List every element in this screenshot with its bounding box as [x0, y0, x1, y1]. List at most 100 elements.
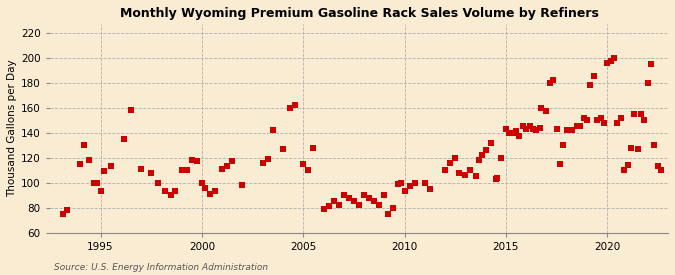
Point [61, 208, 72, 212]
Point [166, 193, 177, 197]
Point [227, 159, 238, 164]
Point [507, 130, 518, 135]
Point [646, 62, 657, 66]
Point [169, 189, 180, 194]
Point [524, 124, 535, 128]
Point [328, 199, 339, 204]
Point [555, 162, 566, 166]
Point [290, 103, 300, 107]
Point [75, 162, 86, 166]
Point [119, 137, 130, 141]
Point [527, 126, 538, 131]
Point [485, 140, 496, 145]
Point [531, 128, 542, 132]
Point [210, 189, 221, 194]
Point [643, 80, 653, 85]
Point [399, 189, 410, 194]
Point [566, 128, 577, 132]
Point [558, 143, 568, 147]
Point [298, 162, 308, 166]
Title: Monthly Wyoming Premium Gasoline Rack Sales Volume by Refiners: Monthly Wyoming Premium Gasoline Rack Sa… [119, 7, 599, 20]
Point [653, 164, 664, 169]
Point [88, 180, 99, 185]
Point [387, 205, 398, 210]
Point [504, 130, 515, 135]
Point [632, 147, 643, 151]
Point [439, 168, 450, 172]
Point [205, 192, 216, 196]
Point [348, 199, 359, 204]
Point [514, 134, 525, 139]
Point [146, 170, 157, 175]
Point [572, 124, 583, 128]
Point [582, 118, 593, 122]
Point [284, 105, 295, 110]
Point [308, 145, 319, 150]
Point [501, 126, 512, 131]
Point [78, 143, 89, 147]
Point [639, 118, 650, 122]
Point [477, 153, 487, 157]
Point [578, 116, 589, 120]
Point [374, 203, 385, 207]
Point [344, 195, 354, 200]
Point [454, 170, 464, 175]
Point [616, 116, 626, 120]
Point [237, 183, 248, 187]
Point [338, 193, 349, 197]
Point [470, 174, 481, 178]
Point [303, 168, 314, 172]
Point [425, 187, 435, 191]
Point [196, 180, 207, 185]
Point [159, 189, 170, 194]
Point [465, 168, 476, 172]
Point [609, 56, 620, 60]
Point [84, 158, 95, 162]
Point [562, 128, 572, 132]
Point [592, 118, 603, 122]
Point [419, 180, 430, 185]
Point [333, 203, 344, 207]
Point [136, 167, 146, 171]
Point [392, 182, 403, 186]
Point [396, 180, 406, 185]
Point [267, 128, 278, 132]
Point [551, 126, 562, 131]
Point [409, 180, 420, 185]
Point [517, 124, 528, 128]
Point [575, 124, 586, 128]
Point [545, 80, 556, 85]
Point [649, 143, 660, 147]
Point [492, 175, 503, 180]
Point [186, 158, 197, 162]
Point [495, 155, 506, 160]
Point [490, 177, 501, 181]
Point [521, 126, 532, 131]
Point [382, 211, 393, 216]
Point [379, 193, 389, 197]
Point [636, 112, 647, 116]
Point [126, 108, 136, 112]
Point [369, 199, 379, 204]
Point [95, 189, 106, 194]
Point [364, 195, 375, 200]
Point [656, 168, 667, 172]
Point [605, 59, 616, 64]
Point [480, 148, 491, 152]
Point [612, 120, 623, 125]
Point [619, 168, 630, 172]
Point [585, 83, 596, 87]
Point [323, 204, 334, 208]
Point [105, 164, 116, 169]
Point [263, 157, 273, 161]
Point [200, 185, 211, 190]
Point [153, 180, 163, 185]
Point [58, 211, 69, 216]
Text: Source: U.S. Energy Information Administration: Source: U.S. Energy Information Administ… [54, 263, 268, 272]
Point [450, 155, 460, 160]
Point [277, 147, 288, 151]
Point [318, 207, 329, 211]
Point [222, 164, 233, 169]
Point [626, 145, 637, 150]
Point [358, 193, 369, 197]
